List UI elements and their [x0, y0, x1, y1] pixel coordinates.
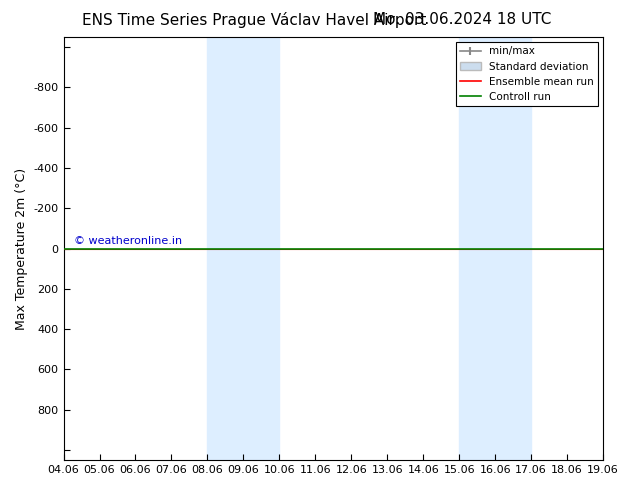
Bar — [459, 37, 531, 460]
Text: Mo. 03.06.2024 18 UTC: Mo. 03.06.2024 18 UTC — [373, 12, 552, 27]
Y-axis label: Max Temperature 2m (°C): Max Temperature 2m (°C) — [15, 168, 28, 330]
Legend: min/max, Standard deviation, Ensemble mean run, Controll run: min/max, Standard deviation, Ensemble me… — [456, 42, 598, 106]
Bar — [207, 37, 280, 460]
Text: © weatheronline.in: © weatheronline.in — [74, 237, 183, 246]
Text: ENS Time Series Prague Václav Havel Airport: ENS Time Series Prague Václav Havel Airp… — [82, 12, 427, 28]
